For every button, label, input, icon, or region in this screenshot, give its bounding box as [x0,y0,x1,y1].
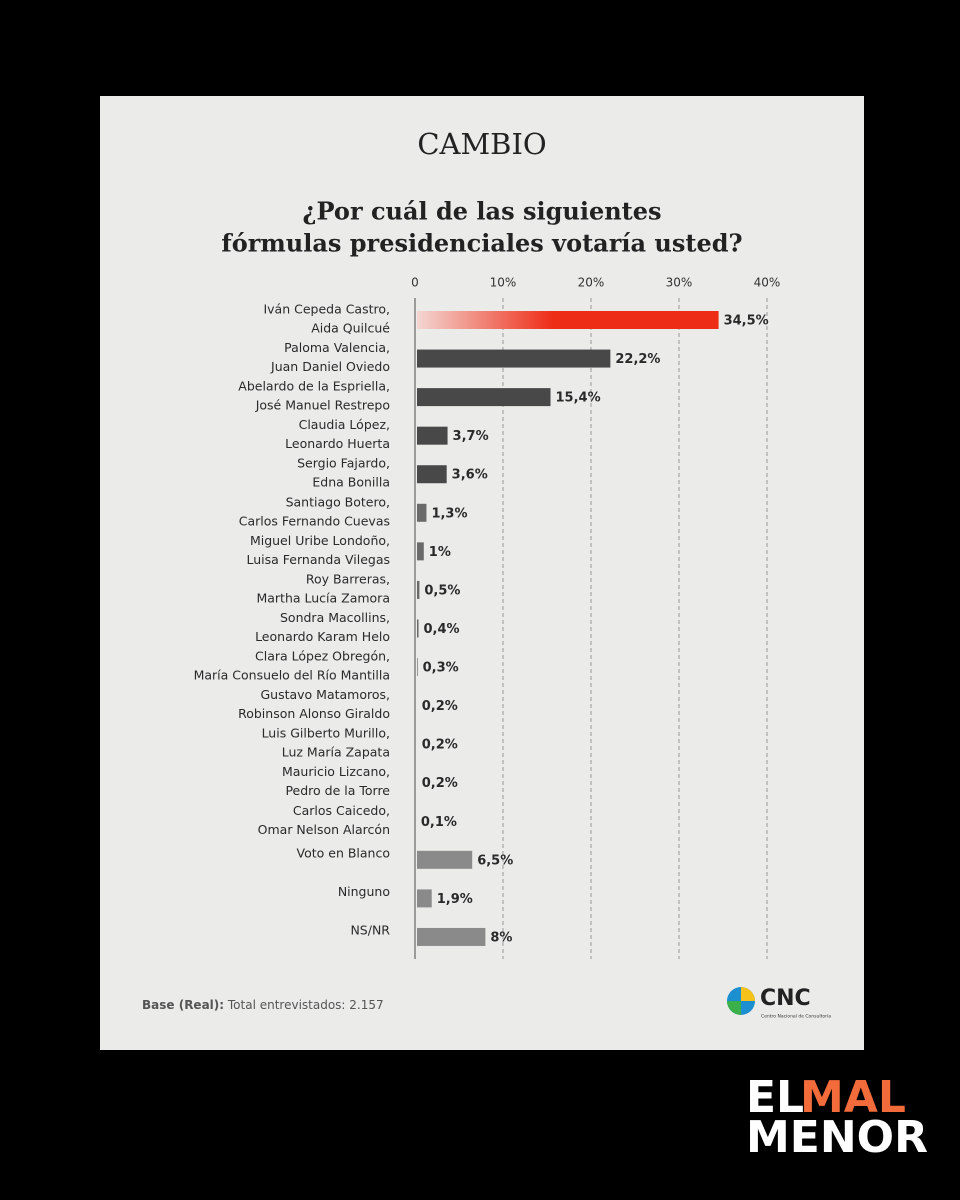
value-label: 8% [490,930,512,945]
value-label: 0,5% [424,583,460,598]
bar [417,349,611,368]
bar [417,658,418,677]
category-label: Leonardo Huerta [285,436,390,451]
value-label: 3,7% [453,429,489,444]
bar [417,503,427,522]
watermark-word: MENOR [746,1112,928,1163]
category-label: Robinson Alonso Giraldo [238,706,390,721]
category-label: José Manuel Restrepo [255,398,390,413]
category-label: Omar Nelson Alarcón [258,822,390,837]
bar [417,889,432,908]
bar [417,619,419,638]
bar [417,311,719,329]
value-label: 0,2% [422,776,458,791]
value-label: 0,3% [423,661,459,676]
category-label: Paloma Valencia, [284,340,390,355]
category-label: Ninguno [338,884,390,899]
value-label: 0,2% [422,699,458,714]
value-label: 3,6% [452,468,488,483]
note-label: Base (Real): [142,998,224,1012]
x-tick-label: 30% [666,276,693,290]
category-label: Gustavo Matamoros, [260,687,390,702]
category-label: Pedro de la Torre [285,783,390,798]
category-label: Martha Lucía Zamora [256,590,390,605]
panel [100,96,864,1050]
category-label: Claudia López, [299,417,390,432]
logo-mark [727,1001,741,1015]
watermark-word: EL [746,1072,804,1123]
publisher: CAMBIO [417,127,546,161]
category-label: NS/NR [350,922,390,937]
value-label: 34,5% [724,314,769,329]
category-label: María Consuelo del Río Mantilla [194,668,390,683]
logo-name: CNC [760,986,811,1011]
value-label: 0,4% [424,622,460,637]
bar [417,465,447,484]
category-label: Aida Quilcué [311,321,390,336]
category-label: Luisa Fernanda Vilegas [247,552,391,567]
category-label: Sergio Fajardo, [297,456,390,471]
category-label: Carlos Fernando Cuevas [239,513,390,528]
note: Base (Real): Total entrevistados: 2.157 [142,998,384,1012]
category-label: Luz María Zapata [282,745,390,760]
category-label: Roy Barreras, [306,571,390,586]
value-label: 15,4% [556,391,601,406]
bar [417,580,420,599]
value-label: 1,9% [437,892,473,907]
value-label: 6,5% [477,853,513,868]
cnc-logo: CNC Centro Nacional de Consultoría [727,986,831,1020]
category-label: Miguel Uribe Londoño, [250,533,390,548]
bar [417,388,551,407]
watermark: EL MAL MENOR [746,1072,928,1163]
chart-title: fórmulas presidenciales votaría usted? [221,229,742,258]
x-tick-label: 40% [754,276,781,290]
note-text: Total entrevistados: 2.157 [227,998,384,1012]
category-label: Luis Gilberto Murillo, [262,726,390,741]
bar [417,426,448,445]
value-label: 22,2% [615,352,660,367]
category-label: Juan Daniel Oviedo [270,359,390,374]
watermark-word: MAL [800,1072,906,1123]
bar [417,927,486,946]
category-label: Carlos Caicedo, [293,803,390,818]
value-label: 1% [429,545,451,560]
bar [417,850,473,869]
category-label: Voto en Blanco [297,845,391,860]
category-label: Iván Cepeda Castro, [263,302,390,317]
chart-title: ¿Por cuál de las siguientes [302,197,661,226]
category-label: Santiago Botero, [286,494,390,509]
category-label: Leonardo Karam Helo [255,629,390,644]
x-tick-label: 10% [490,276,517,290]
value-label: 0,2% [422,738,458,753]
category-label: Clara López Obregón, [255,649,390,664]
value-label: 0,1% [421,815,457,830]
category-label: Sondra Macollins, [280,610,390,625]
logo-subtitle: Centro Nacional de Consultoría [761,1013,831,1020]
x-tick-label: 0 [411,276,419,290]
x-tick-label: 20% [578,276,605,290]
category-label: Mauricio Lizcano, [282,764,390,779]
category-label: Edna Bonilla [312,475,390,490]
category-label: Abelardo de la Espriella, [238,379,390,394]
bar [417,542,424,561]
logo-mark [741,987,755,1001]
value-label: 1,3% [431,506,467,521]
